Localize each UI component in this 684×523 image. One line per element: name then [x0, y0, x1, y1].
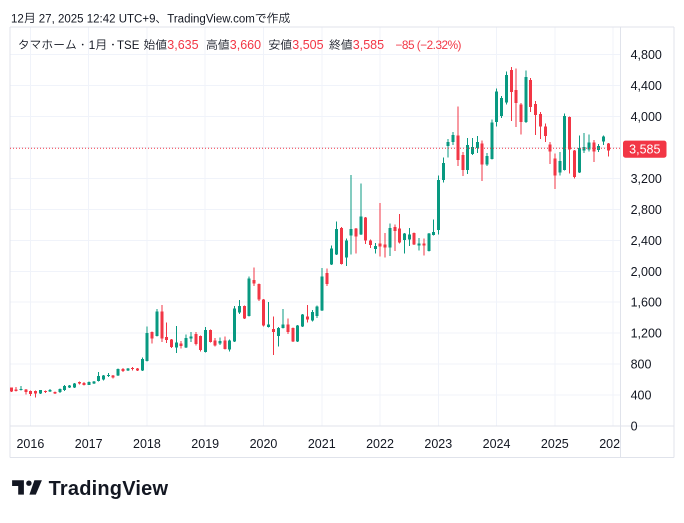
svg-text:0: 0	[631, 420, 638, 434]
svg-text:2021: 2021	[308, 437, 336, 451]
svg-text:2017: 2017	[75, 437, 103, 451]
svg-text:3,635: 3,635	[167, 38, 198, 52]
svg-text:1,600: 1,600	[631, 296, 662, 310]
svg-text:3,585: 3,585	[629, 143, 660, 157]
svg-text:12: 12	[11, 13, 24, 25]
svg-text:4,000: 4,000	[631, 110, 662, 124]
svg-text:2018: 2018	[133, 437, 161, 451]
svg-text:2023: 2023	[424, 437, 452, 451]
svg-text:3,505: 3,505	[292, 38, 323, 52]
svg-text:1,200: 1,200	[631, 327, 662, 341]
svg-text:2026: 2026	[599, 437, 627, 451]
svg-text:2,000: 2,000	[631, 265, 662, 279]
svg-text:2022: 2022	[366, 437, 394, 451]
svg-text:2019: 2019	[191, 437, 219, 451]
svg-text:2020: 2020	[250, 437, 278, 451]
svg-text:TradingView.com: TradingView.com	[167, 13, 255, 25]
svg-text:2,400: 2,400	[631, 234, 662, 248]
svg-text:3,660: 3,660	[230, 38, 261, 52]
svg-text:TSE: TSE	[117, 40, 140, 52]
svg-text:27, 2025 12:42 UTC+9: 27, 2025 12:42 UTC+9	[39, 13, 156, 25]
svg-text:2024: 2024	[483, 437, 511, 451]
svg-text:4,800: 4,800	[631, 48, 662, 62]
svg-text:2025: 2025	[541, 437, 569, 451]
svg-text:1: 1	[89, 38, 96, 52]
svg-text:3,200: 3,200	[631, 172, 662, 186]
svg-text:−85 (−2.32%): −85 (−2.32%)	[396, 38, 462, 52]
svg-text:3,585: 3,585	[353, 38, 384, 52]
svg-text:TradingView: TradingView	[49, 478, 169, 500]
svg-text:800: 800	[631, 358, 652, 372]
svg-text:400: 400	[631, 389, 652, 403]
svg-text:2,800: 2,800	[631, 203, 662, 217]
svg-text:2016: 2016	[16, 437, 44, 451]
svg-text:4,400: 4,400	[631, 79, 662, 93]
